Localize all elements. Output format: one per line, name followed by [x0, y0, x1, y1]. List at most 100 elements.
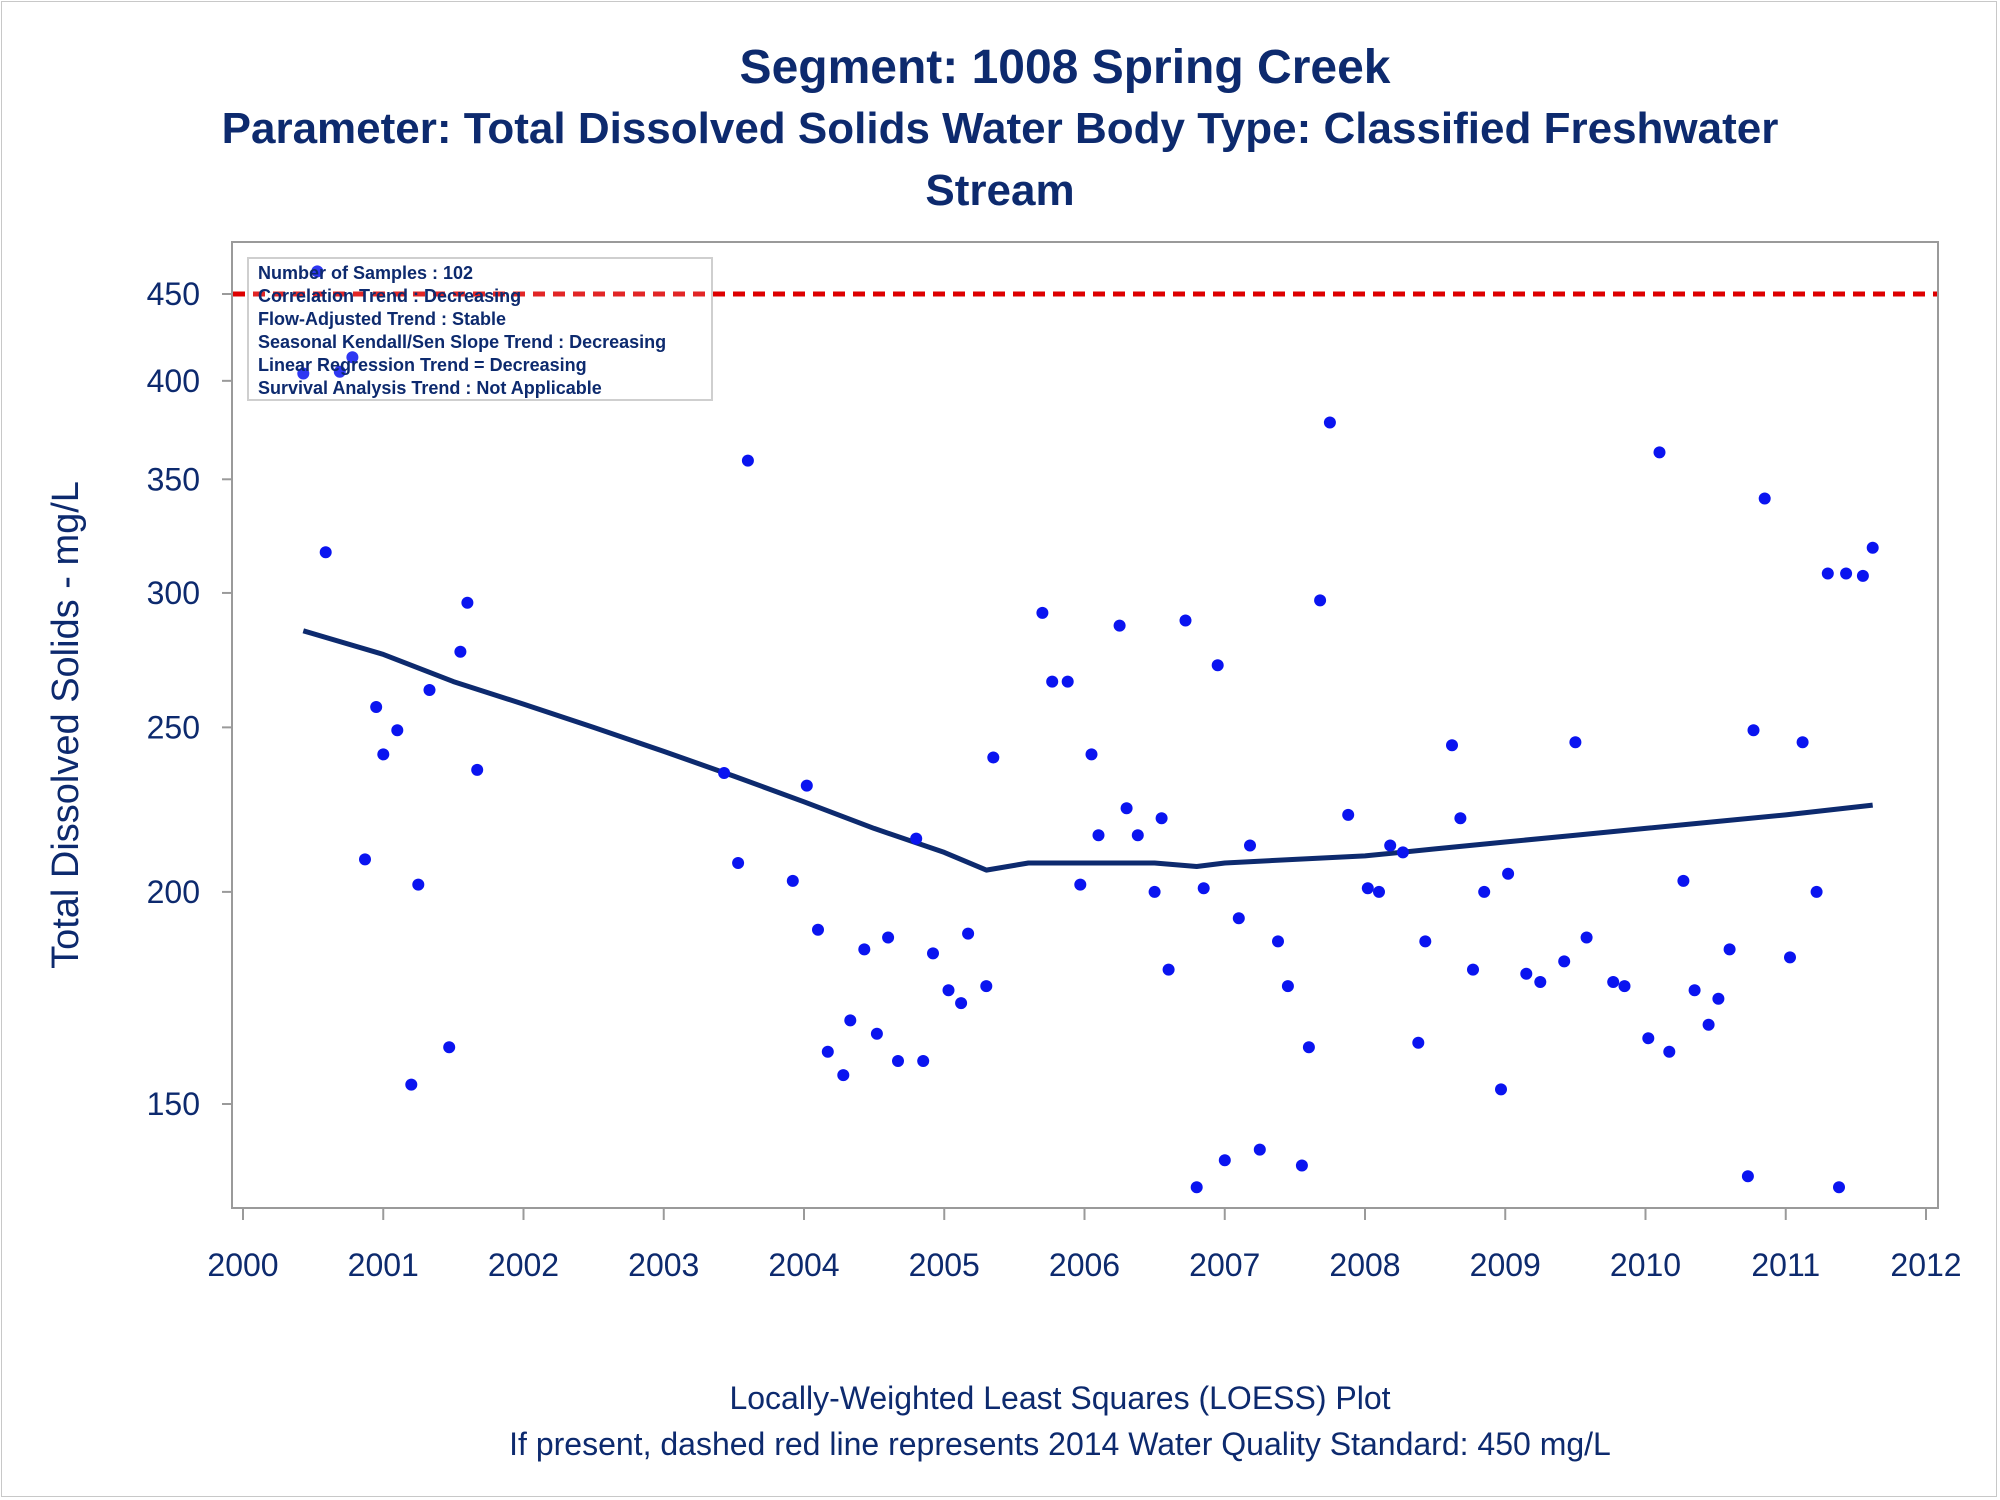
- data-point: [1741, 1170, 1754, 1183]
- data-point: [1074, 878, 1087, 891]
- data-point: [1618, 980, 1631, 993]
- y-tick-label: 350: [147, 461, 200, 497]
- data-point: [1190, 1181, 1203, 1194]
- data-point: [391, 724, 404, 737]
- data-point: [1281, 980, 1294, 993]
- data-point: [962, 927, 975, 940]
- data-point: [1253, 1143, 1266, 1156]
- data-point: [412, 878, 425, 891]
- data-point: [837, 1069, 850, 1082]
- data-point: [1520, 967, 1533, 980]
- data-point: [1302, 1041, 1315, 1054]
- data-point: [917, 1055, 930, 1067]
- data-point: [1412, 1036, 1425, 1049]
- data-point: [1454, 812, 1467, 825]
- data-point: [1314, 594, 1327, 607]
- footnote-loess: Locally-Weighted Least Squares (LOESS) P…: [729, 1380, 1391, 1416]
- data-point: [1467, 963, 1479, 976]
- y-axis-title: Total Dissolved Solids - mg/L: [45, 481, 87, 969]
- data-point: [1295, 1159, 1308, 1172]
- data-point: [1162, 963, 1175, 976]
- data-point: [1747, 724, 1760, 737]
- x-tick-label: 2001: [348, 1247, 419, 1283]
- chart-subtitle: Parameter: Total Dissolved Solids Water …: [221, 104, 1779, 153]
- data-point: [1833, 1181, 1845, 1194]
- data-point: [1244, 839, 1256, 852]
- data-point: [359, 853, 371, 866]
- data-point: [1061, 675, 1074, 688]
- data-point: [1534, 976, 1547, 988]
- y-tick-label: 200: [147, 874, 200, 910]
- loess-group: [302, 628, 1873, 873]
- y-tick-label: 250: [147, 709, 200, 745]
- data-point: [1218, 1154, 1231, 1167]
- data-point: [1796, 736, 1809, 749]
- trend-info-box: Number of Samples : 102 Correlation Trend…: [247, 257, 713, 401]
- data-point: [471, 763, 484, 776]
- x-tick-label: 2003: [628, 1247, 699, 1283]
- info-box-frame: [247, 257, 713, 401]
- chart-title: Segment: 1008 Spring Creek: [739, 41, 1391, 94]
- data-point: [1113, 619, 1126, 632]
- data-point: [1155, 812, 1168, 825]
- info-lines: Number of Samples : 102 Correlation Trend…: [258, 263, 666, 398]
- data-point: [1272, 935, 1284, 948]
- data-point: [1810, 885, 1823, 898]
- data-point: [1092, 829, 1105, 842]
- x-tick-label: 2011: [1751, 1247, 1820, 1283]
- data-point: [1642, 1032, 1655, 1045]
- data-points: [297, 265, 1879, 1194]
- data-point: [1232, 912, 1245, 925]
- data-point: [718, 767, 731, 779]
- data-point: [1784, 951, 1796, 964]
- data-point: [1758, 492, 1771, 505]
- data-point: [927, 947, 939, 960]
- data-point: [800, 779, 813, 792]
- data-point: [1569, 736, 1582, 749]
- x-axis: 2000 2001 2002 2003 2004 2005 2006 2007 2008 2009…: [207, 1208, 1962, 1283]
- data-point: [1179, 614, 1192, 627]
- data-point: [1384, 839, 1397, 852]
- data-point: [1478, 885, 1491, 898]
- data-point: [1373, 885, 1385, 898]
- data-point: [1502, 867, 1515, 880]
- data-point: [955, 997, 968, 1010]
- data-point: [1580, 931, 1593, 944]
- data-point: [1046, 675, 1059, 688]
- info-line: Correlation Trend : Decreasing: [258, 286, 521, 306]
- data-point: [858, 943, 871, 956]
- footnote-standard: If present, dashed red line represents 2…: [509, 1426, 1611, 1462]
- data-point: [741, 454, 754, 467]
- data-point: [1607, 976, 1620, 988]
- data-point: [1131, 829, 1144, 842]
- data-point: [370, 701, 383, 713]
- data-point: [1323, 416, 1336, 429]
- data-point: [377, 748, 390, 761]
- data-point: [1856, 569, 1869, 582]
- data-point: [870, 1027, 883, 1040]
- data-point: [987, 751, 1000, 764]
- data-point: [423, 684, 436, 696]
- x-tick-label: 2007: [1189, 1247, 1260, 1283]
- data-point: [319, 546, 332, 559]
- data-point: [980, 980, 993, 993]
- data-point: [1211, 659, 1224, 672]
- data-point: [461, 596, 474, 609]
- info-line: Number of Samples : 102: [258, 263, 473, 283]
- data-point: [812, 923, 824, 936]
- data-point: [346, 351, 359, 364]
- data-point: [942, 984, 955, 997]
- y-tick-label: 300: [147, 575, 200, 611]
- data-point: [882, 931, 895, 944]
- data-point: [405, 1078, 418, 1091]
- data-point: [1663, 1045, 1676, 1058]
- x-tick-label: 2008: [1329, 1247, 1400, 1283]
- data-point: [786, 874, 799, 887]
- info-line: Survival Analysis Trend : Not Applicable: [258, 378, 602, 398]
- data-point: [333, 365, 346, 378]
- data-point: [1396, 846, 1409, 859]
- data-point: [1085, 748, 1098, 761]
- data-point: [732, 857, 745, 869]
- data-point: [1495, 1083, 1507, 1096]
